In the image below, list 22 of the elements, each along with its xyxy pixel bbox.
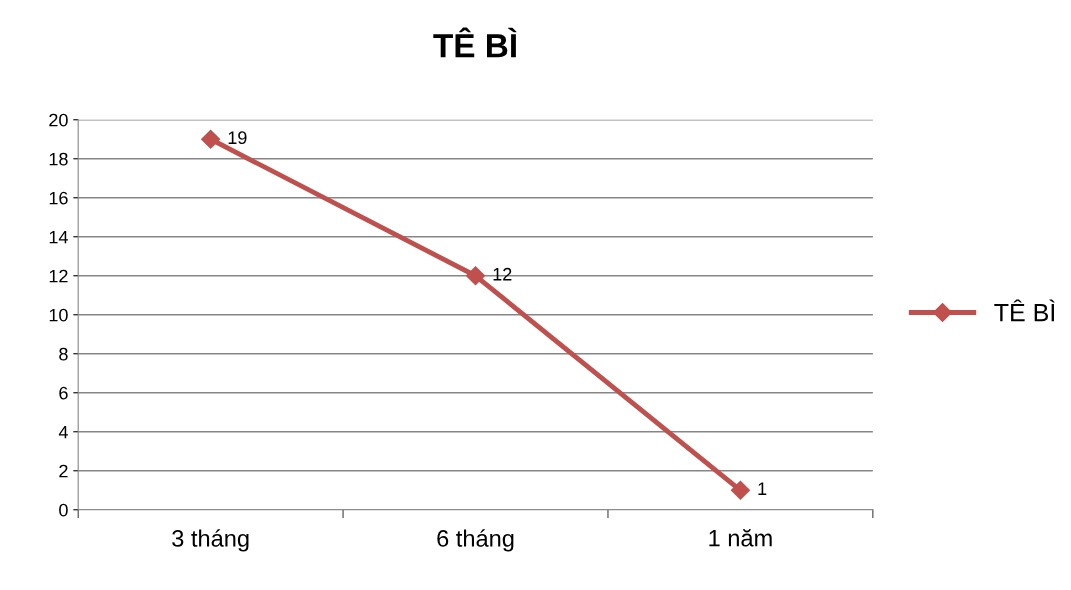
y-tick-label: 12 [49, 269, 68, 283]
legend-label: TÊ BÌ [994, 299, 1055, 322]
data-label: 1 [758, 482, 767, 495]
y-tick-label: 20 [49, 113, 68, 127]
y-tick-label: 10 [49, 308, 68, 322]
y-tick-label: 4 [58, 425, 68, 439]
point [201, 129, 221, 149]
chart-title: TÊ BÌ [433, 27, 517, 58]
x-tick-label: 6 tháng [437, 529, 514, 552]
y-tick-label: 18 [49, 152, 68, 166]
x-tick-label: 1 năm [709, 528, 772, 547]
y-tick-label: 0 [59, 503, 68, 517]
y-tick-label: 2 [59, 464, 68, 478]
point [730, 480, 750, 500]
data-label: 12 [493, 267, 512, 281]
y-tick-label: 8 [59, 347, 68, 361]
point [465, 266, 486, 286]
data-label: 19 [228, 131, 247, 145]
y-tick-label: 14 [49, 230, 68, 244]
y-tick-label: 6 [59, 386, 68, 400]
y-tick-label: 16 [49, 191, 68, 205]
x-tick-label: 3 tháng [172, 529, 249, 552]
